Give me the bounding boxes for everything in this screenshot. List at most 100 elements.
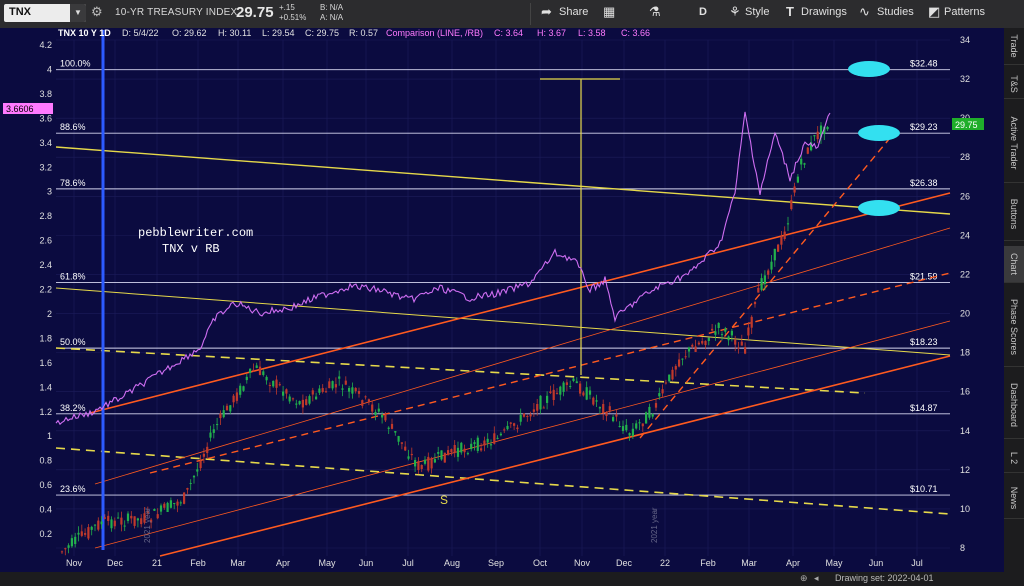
- symbol-dropdown-icon[interactable]: ▼: [70, 4, 86, 22]
- candle-body: [608, 406, 611, 411]
- drawings-icon[interactable]: T: [786, 4, 794, 19]
- candle-body: [671, 369, 674, 380]
- yellow-trendline-upper[interactable]: [55, 146, 951, 215]
- share-icon[interactable]: ➦: [541, 4, 552, 19]
- patterns-button[interactable]: Patterns: [944, 6, 985, 18]
- ellipse-marker-3[interactable]: [858, 200, 900, 216]
- comp-high: H: 3.67: [537, 28, 566, 38]
- right-axis-tick: 34: [960, 35, 970, 45]
- candle-body: [793, 186, 796, 193]
- red-thin-line-2[interactable]: [94, 320, 951, 549]
- right-tab-trade[interactable]: Trade: [1004, 28, 1024, 65]
- candle-body: [443, 452, 446, 463]
- candle-body: [374, 412, 377, 416]
- calendar-icon[interactable]: ▦: [603, 4, 616, 19]
- candle-body: [645, 412, 648, 424]
- right-tab-chart[interactable]: Chart: [1004, 246, 1024, 283]
- left-axis-tick: 4: [47, 64, 52, 74]
- candle-body: [760, 278, 763, 290]
- candle-body: [522, 413, 526, 417]
- comparison-line: [55, 111, 831, 426]
- candle-body: [219, 413, 222, 419]
- drawing-set-label[interactable]: Drawing set: 2022-04-01: [835, 573, 934, 583]
- studies-icon[interactable]: ∿: [859, 4, 870, 19]
- candle-body: [126, 513, 130, 521]
- bid-ask: B: N/A A: N/A: [320, 3, 343, 23]
- candle-body: [324, 391, 328, 393]
- candle-body: [107, 515, 110, 521]
- right-tab-l-2[interactable]: L 2: [1004, 444, 1024, 473]
- left-axis-tick: 1: [47, 431, 52, 441]
- candle-body: [466, 453, 469, 455]
- right-axis-tick: 26: [960, 191, 970, 201]
- right-tab-dashboard[interactable]: Dashboard: [1004, 372, 1024, 439]
- ellipse-marker-2[interactable]: [858, 125, 900, 141]
- share-button[interactable]: Share: [559, 6, 589, 18]
- comparison-label: Comparison (LINE, /RB): [386, 28, 483, 38]
- right-axis-tick: 20: [960, 309, 970, 319]
- left-axis-tick: 1.4: [39, 382, 52, 392]
- right-tab-t-s[interactable]: T&S: [1004, 70, 1024, 99]
- flask-icon[interactable]: ⚗: [649, 4, 661, 19]
- zoom-icon[interactable]: ⊕: [800, 573, 808, 583]
- candle-body: [390, 423, 394, 429]
- yellow-trendline-lower[interactable]: [55, 287, 951, 356]
- x-axis-label: Jul: [402, 558, 414, 568]
- period-button[interactable]: D: [699, 6, 707, 18]
- red-trendline-lower[interactable]: [159, 355, 951, 557]
- patterns-icon[interactable]: ◩: [928, 4, 941, 19]
- candle-body: [796, 176, 799, 183]
- candle-body: [516, 427, 519, 430]
- candle-body: [84, 533, 87, 535]
- candle-body: [473, 442, 476, 445]
- candle-body: [417, 461, 420, 470]
- candle-body: [265, 376, 268, 381]
- candle-body: [476, 437, 479, 451]
- candle-body: [654, 403, 658, 408]
- candle-body: [80, 531, 83, 536]
- candle-body: [572, 378, 575, 381]
- red-dashed-mid[interactable]: [149, 272, 951, 474]
- scroll-left-icon[interactable]: ◂: [814, 573, 819, 583]
- candle-body: [552, 389, 555, 401]
- symbol-input[interactable]: TNX: [9, 6, 31, 18]
- ellipse-marker-1[interactable]: [848, 61, 890, 77]
- candle-body: [529, 414, 532, 417]
- candle-body: [602, 404, 605, 414]
- candle-body: [486, 438, 489, 443]
- style-icon[interactable]: ⚘: [729, 4, 741, 19]
- candle-body: [496, 437, 499, 439]
- candle-body: [430, 458, 433, 469]
- candle-body: [635, 423, 638, 429]
- symbol-selector[interactable]: TNX ▼: [4, 4, 86, 22]
- candle-body: [143, 513, 146, 523]
- x-axis-label: 21: [152, 558, 162, 568]
- studies-button[interactable]: Studies: [877, 6, 914, 18]
- left-axis-tick: 3.6: [39, 113, 52, 123]
- candle-body: [585, 387, 588, 400]
- right-tab-active-trader[interactable]: Active Trader: [1004, 104, 1024, 183]
- candle-body: [192, 475, 196, 478]
- right-tab-phase-scores[interactable]: Phase Scores: [1004, 288, 1024, 367]
- candle-body: [532, 409, 535, 412]
- fib-price-label: $21.59: [910, 271, 938, 281]
- right-sidebar: Trade T&S Active Trader Buttons Chart Phase S…: [1004, 28, 1024, 572]
- style-button[interactable]: Style: [745, 6, 770, 18]
- candle-body: [384, 414, 387, 421]
- red-thin-line-1[interactable]: [94, 227, 951, 485]
- gear-icon[interactable]: ⚙: [91, 4, 103, 19]
- red-trendline-upper[interactable]: [89, 192, 951, 414]
- x-axis-label: Nov: [66, 558, 83, 568]
- candle-body: [120, 517, 123, 525]
- candle-body: [559, 386, 562, 395]
- candle-body: [546, 395, 549, 403]
- candle-body: [757, 287, 760, 293]
- x-axis-label: May: [825, 558, 843, 568]
- candle-body: [598, 407, 601, 409]
- price-chart[interactable]: 100.0% $32.48 88.6% $29.23 78.6% $26.38 61.8% $…: [0, 28, 1004, 572]
- candle-body: [542, 407, 545, 409]
- candle-body: [433, 459, 436, 463]
- right-tab-buttons[interactable]: Buttons: [1004, 188, 1024, 241]
- right-tab-news[interactable]: News: [1004, 478, 1024, 519]
- drawings-button[interactable]: Drawings: [801, 6, 847, 18]
